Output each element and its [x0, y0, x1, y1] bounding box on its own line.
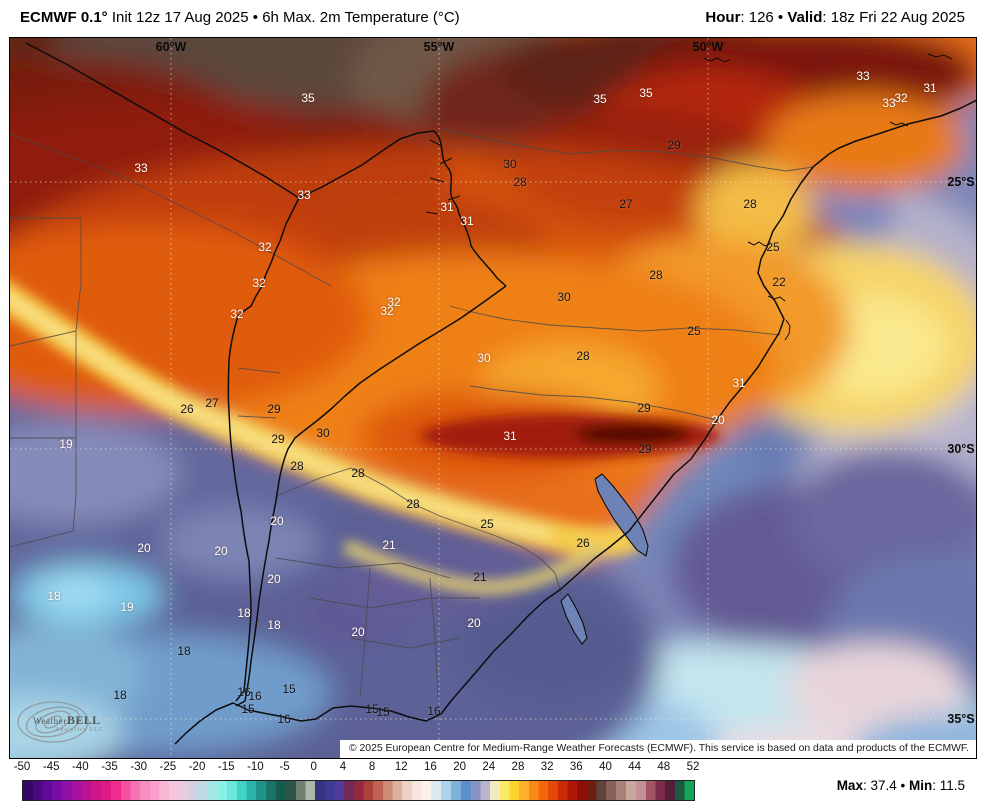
colorbar-tick: 16: [424, 761, 437, 773]
colorbar-tick: 32: [540, 761, 554, 773]
copyright-notice: © 2025 European Centre for Medium-Range …: [339, 740, 976, 758]
colorbar-segment: [168, 781, 199, 800]
colorbar-segment: [606, 781, 636, 800]
colorbar-tick: 44: [628, 761, 642, 773]
forecast-valid-info: Hour: 126 • Valid: 18z Fri 22 Aug 2025: [705, 9, 965, 26]
colorbar-segment: [460, 781, 490, 800]
colorbar-tick: 24: [482, 761, 496, 773]
logo-text: WeatherBELL: [33, 713, 101, 727]
colorbar-tick-labels: -50 -45 -40 -35 -30 -25 -20 -15 -10 -5 0 4 8 12 16 20 24…: [14, 761, 700, 777]
colorbar-tick: -5: [279, 761, 290, 773]
graticule-lines: [10, 38, 976, 758]
coastal-details: [703, 53, 953, 341]
colorbar-segment: [314, 781, 344, 800]
header: ECMWF 0.1° Init 12z 17 Aug 2025 • 6h Max…: [0, 0, 984, 36]
max-min-stats: Max: 37.4 • Min: 11.5: [836, 778, 965, 793]
colorbar-tick: 28: [511, 761, 525, 773]
colorbar-segment: [285, 781, 315, 800]
colorbar-tick: -50: [13, 761, 31, 773]
colorbar-tick: 8: [368, 761, 376, 773]
colorbar-segment: [489, 781, 519, 800]
colorbar-tick: 12: [394, 761, 408, 773]
logo-swirl-icon: [17, 701, 89, 743]
colorbar-segment: [198, 781, 228, 800]
colorbar-gradient: [22, 780, 695, 801]
colorbar-tick: 4: [339, 761, 347, 773]
country-borders: [25, 42, 507, 707]
page-title: ECMWF 0.1° Init 12z 17 Aug 2025 • 6h Max…: [20, 9, 460, 26]
logo-subtitle: Analytics LLC: [55, 727, 104, 733]
colorbar-tick: 0: [310, 761, 317, 773]
colorbar-tick: -20: [188, 761, 206, 773]
colorbar-tick: 20: [453, 761, 466, 773]
colorbar-segment: [373, 781, 403, 800]
colorbar-segment: [110, 781, 140, 800]
colorbar-segment: [227, 781, 257, 800]
colorbar-tick: -40: [72, 761, 89, 773]
colorbar-tick: -25: [159, 761, 177, 773]
colorbar-segment: [577, 781, 607, 800]
colorbar-segment: [548, 781, 578, 800]
map-canvas: 35 33 33 32 32 32 35 35 30 28 27 31 31 28 33 31 32 33 29 28…: [9, 37, 977, 759]
coastline: [174, 99, 976, 745]
colorbar-tick: 40: [599, 761, 612, 773]
colorbar-segment: [256, 781, 286, 800]
colorbar-tick: -15: [217, 761, 235, 773]
model-name: ECMWF 0.1°: [20, 9, 108, 26]
colorbar-segment: [635, 781, 665, 800]
colorbar-segment: [81, 781, 111, 800]
colorbar-tick: -45: [42, 761, 60, 773]
colorbar-tick: 52: [686, 761, 700, 773]
weatherbell-logo: WeatherBELL Analytics LLC: [15, 699, 125, 745]
colorbar-segment: [431, 781, 461, 800]
colorbar-segment: [139, 781, 169, 800]
colorbar-segment: [518, 781, 549, 800]
temperature-field-image: [10, 38, 976, 758]
colorbar-tick: 36: [569, 761, 583, 773]
colorbar-tick: 48: [657, 761, 671, 773]
colorbar-segment: [402, 781, 432, 800]
colorbar-segment: [23, 781, 53, 800]
lagoons: [560, 473, 649, 645]
colorbar-segment: [664, 781, 694, 800]
state-borders: [10, 128, 814, 699]
title-detail: Init 12z 17 Aug 2025 • 6h Max. 2m Temper…: [107, 9, 460, 26]
colorbar-tick: -10: [247, 761, 264, 773]
colorbar-tick: -30: [130, 761, 147, 773]
colorbar-segment: [52, 781, 82, 800]
colorbar-segment: [343, 781, 374, 800]
colorbar-tick: -35: [101, 761, 118, 773]
